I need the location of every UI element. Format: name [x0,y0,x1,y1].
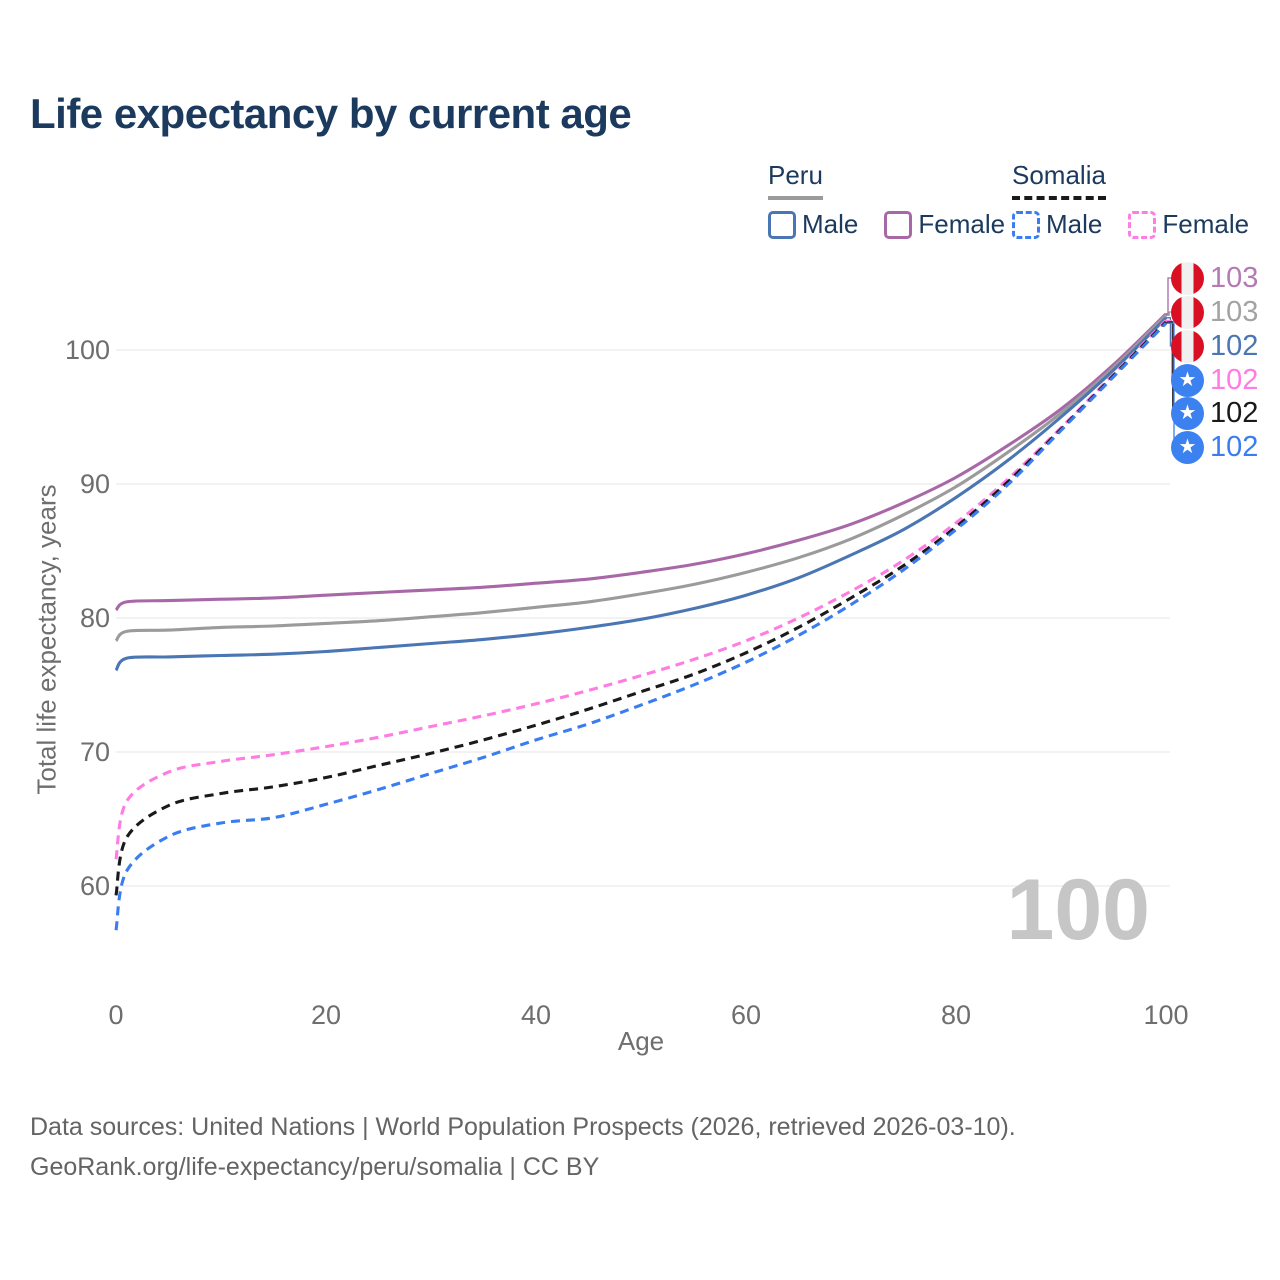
series-end-value: 102 [1210,329,1259,362]
series-end-badge: 103 [1171,261,1258,295]
y-tick-label: 100 [64,335,110,365]
series-end-badge: 103 [1171,295,1258,329]
somalia-flag-icon: ★ [1171,430,1204,464]
attribution-footer: Data sources: United Nations | World Pop… [30,1107,1016,1187]
star-icon: ★ [1178,436,1197,458]
series-end-badge: ★ 102 [1171,363,1258,397]
series-end-value: 102 [1210,396,1259,429]
series-end-value: 102 [1210,430,1259,463]
somalia-flag-icon: ★ [1171,363,1204,397]
x-tick-label: 0 [108,1000,124,1030]
series-end-value: 103 [1210,295,1259,328]
star-icon: ★ [1178,369,1197,391]
somalia-male-swatch-icon [1012,210,1040,239]
series-line-peru-female[interactable] [114,312,1168,612]
somalia-flag-icon: ★ [1171,396,1204,430]
series-line-somalia-all[interactable] [114,320,1168,896]
series-end-value: 102 [1210,363,1259,396]
series-end-badge: ★ 102 [1171,396,1258,430]
peru-male-swatch-icon [768,210,796,239]
data-sources-line: Data sources: United Nations | World Pop… [30,1113,1016,1141]
legend-country-somalia[interactable]: Somalia [1012,160,1106,200]
legend-row-peru: Male Female [768,209,1005,240]
legend-group-peru: Peru Male Female [768,160,1005,240]
series-line-peru-all[interactable] [114,314,1168,642]
x-tick-label: 80 [940,1000,972,1030]
peru-female-swatch-icon [884,210,913,239]
source-url-line: GeoRank.org/life-expectancy/peru/somalia… [30,1153,600,1181]
y-tick-label: 70 [79,737,110,767]
series-line-somalia-male[interactable] [114,322,1168,931]
y-tick-label: 90 [79,469,110,499]
legend-item-label: Male [802,209,859,239]
legend-item-peru-male[interactable]: Male [768,209,858,240]
series-lines [114,312,1168,931]
y-axis-title: Total life expectancy, years [31,484,62,795]
x-tick-label: 20 [310,1000,342,1030]
x-tick-label: 60 [730,1000,762,1030]
y-tick-label: 80 [79,603,110,633]
page-title: Life expectancy by current age [30,90,632,137]
star-icon: ★ [1178,402,1197,424]
legend-row-somalia: Male Female [1012,209,1249,240]
y-tick-label: 60 [79,871,110,901]
legend-group-somalia: Somalia Male Female [1012,160,1249,240]
x-tick-label: 100 [1143,1000,1189,1030]
legend-item-label: Female [918,209,1006,239]
legend-item-peru-female[interactable]: Female [884,209,1005,240]
series-end-value: 103 [1210,261,1259,294]
x-tick-label: 40 [520,1000,552,1030]
series-line-somalia-female[interactable] [114,319,1168,860]
somalia-female-swatch-icon [1128,210,1157,239]
peru-flag-icon [1171,329,1204,363]
series-line-peru-male[interactable] [114,316,1168,672]
age-watermark: 100 [1006,862,1151,958]
series-end-badge: ★ 102 [1171,430,1258,464]
peru-flag-icon [1171,295,1204,329]
legend-item-label: Female [1162,209,1250,239]
x-axis-title: Age [617,1026,665,1056]
legend-item-somalia-female[interactable]: Female [1128,209,1249,240]
legend-item-somalia-male[interactable]: Male [1012,209,1102,240]
series-end-badge: 102 [1171,329,1258,363]
gridlines [116,349,1170,887]
legend-item-label: Male [1046,209,1103,239]
peru-flag-icon [1171,261,1204,295]
legend-country-peru[interactable]: Peru [768,160,823,200]
